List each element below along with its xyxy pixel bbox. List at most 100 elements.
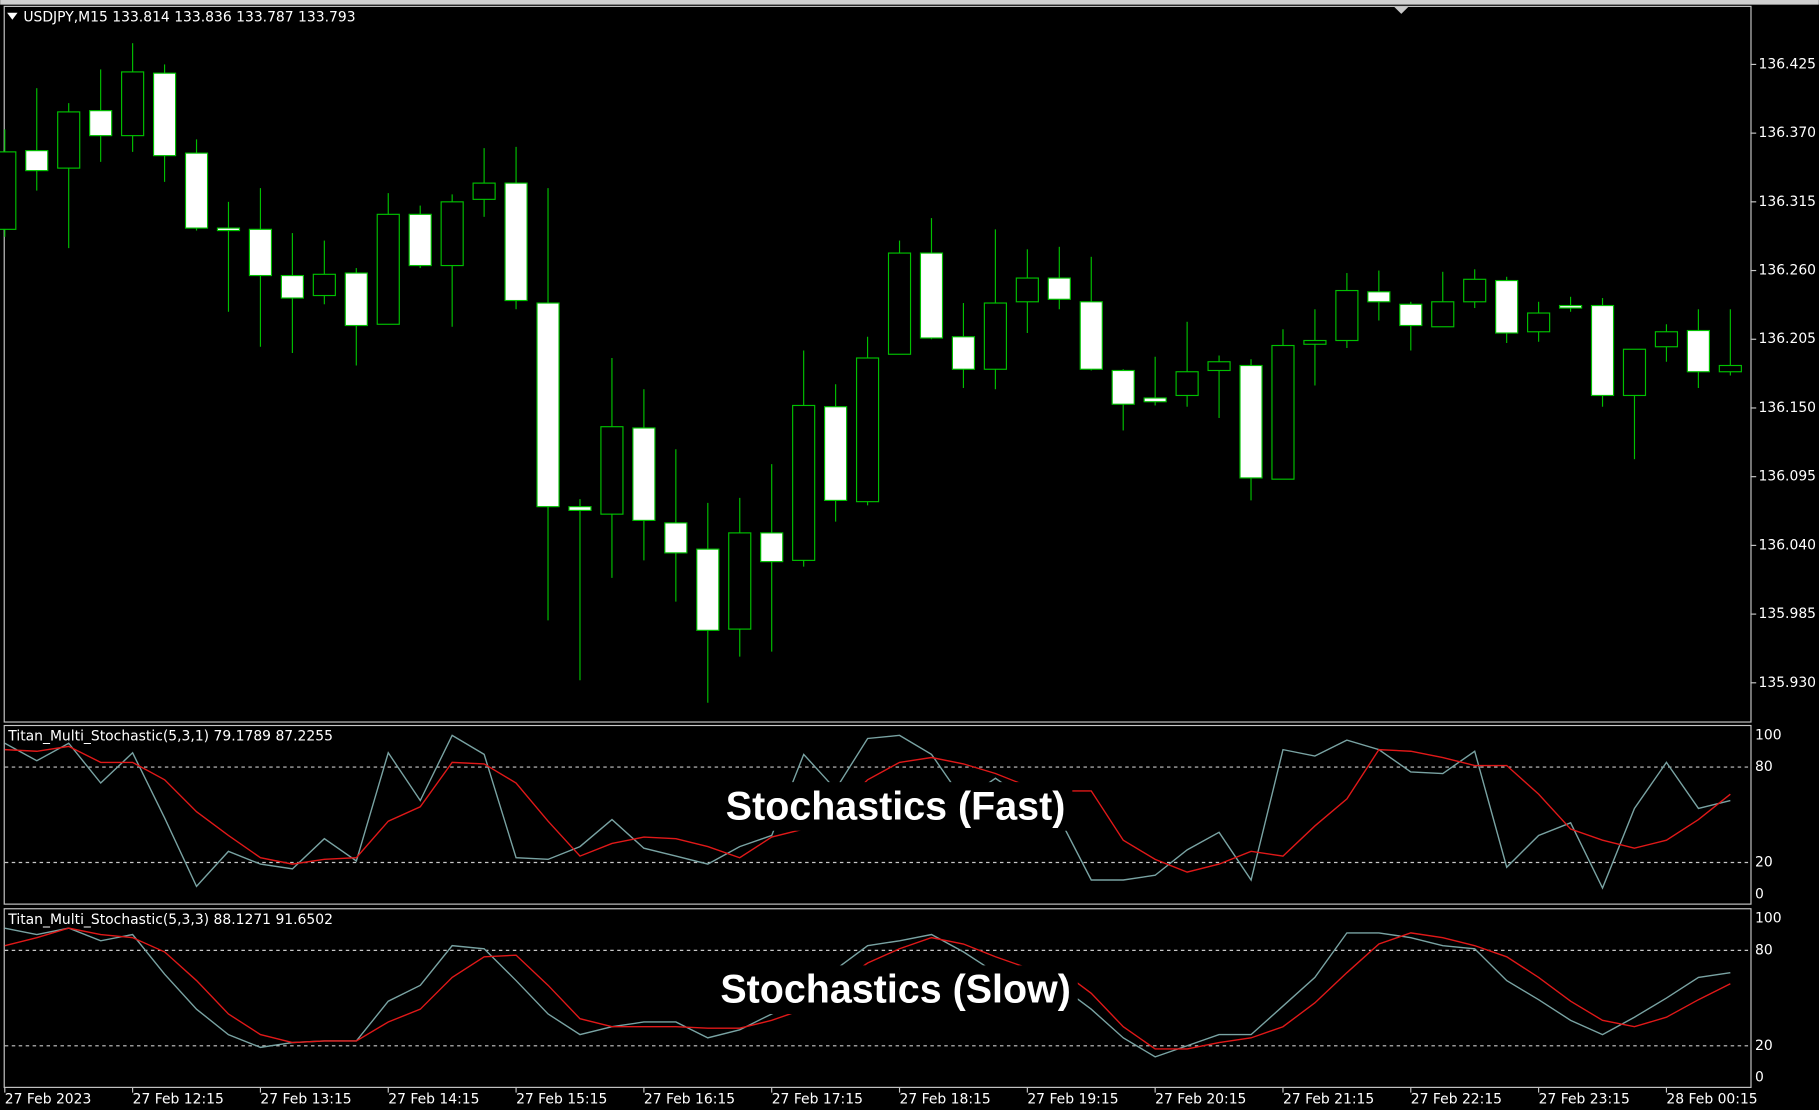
candle-body: [1015, 277, 1039, 303]
y-tick-label: 0: [1755, 886, 1764, 902]
candle-body: [855, 357, 880, 503]
y-tick-label: 20: [1755, 855, 1773, 871]
y-tick-label: 100: [1755, 911, 1782, 927]
candle-body: [728, 532, 752, 630]
candle-body: [504, 182, 528, 302]
slow-panel-frame: [3, 908, 1752, 1088]
candle-body: [1335, 289, 1359, 342]
x-tick-label: 27 Feb 16:15: [644, 1092, 735, 1108]
candle-body: [184, 152, 209, 229]
annotation: Stochastics (Fast): [726, 784, 1066, 828]
y-tick-label: 80: [1755, 759, 1773, 775]
stochastic-line: [4, 745, 1731, 873]
candle-body: [1367, 291, 1391, 303]
candle-body: [696, 548, 720, 631]
y-tick-label: 80: [1755, 942, 1773, 958]
candle-body: [951, 336, 976, 370]
candle-body: [536, 302, 560, 508]
x-tick-label: 27 Feb 15:15: [516, 1092, 607, 1108]
candle-body: [248, 228, 273, 277]
stochastic-line: [4, 734, 1731, 890]
x-tick-label: 27 Feb 12:15: [133, 1092, 224, 1108]
candle-body: [121, 71, 145, 137]
candle-body: [664, 522, 688, 554]
y-tick-label: 136.205: [1759, 331, 1817, 347]
candle-body: [1175, 371, 1199, 397]
indicator-title: Titan_Multi_Stochastic(5,3,3) 88.1271 91…: [7, 912, 333, 928]
candle-body: [376, 213, 400, 325]
annotation: Stochastics (Slow): [720, 968, 1071, 1012]
candle-body: [152, 72, 177, 157]
menu-arrow[interactable]: [7, 12, 18, 20]
annotation-background: [713, 965, 1078, 1015]
candle-body: [1303, 339, 1327, 345]
stochastic-line: [4, 927, 1731, 1050]
candle-body: [1718, 364, 1742, 373]
candle-body: [1686, 329, 1710, 373]
candle-body: [792, 404, 816, 561]
y-tick-label: 136.040: [1759, 537, 1817, 553]
candle-body: [440, 201, 464, 267]
candle-body: [408, 213, 432, 267]
candle-body: [1654, 331, 1679, 348]
candle-body: [25, 150, 49, 172]
x-tick-label: 27 Feb 14:15: [388, 1092, 479, 1108]
y-tick-label: 136.150: [1759, 400, 1817, 416]
y-tick-label: 0: [1755, 1070, 1764, 1086]
x-tick-label: 27 Feb 23:15: [1539, 1092, 1630, 1108]
candle-body: [824, 406, 848, 501]
fast-panel-frame: [3, 724, 1752, 905]
x-tick-label: 27 Feb 13:15: [260, 1092, 351, 1108]
candle-body: [1111, 369, 1135, 405]
candle-body: [632, 427, 656, 521]
y-tick-label: 136.260: [1759, 263, 1817, 279]
candle-body: [89, 110, 113, 137]
candle-body: [1207, 361, 1231, 372]
candle-body: [1622, 348, 1647, 397]
candle-body: [568, 506, 592, 511]
candle-body: [280, 274, 304, 299]
y-tick-label: 135.985: [1759, 606, 1817, 622]
x-tick-label: 27 Feb 20:15: [1155, 1092, 1246, 1108]
candle-body: [1143, 397, 1167, 403]
x-tick-label: 27 Feb 21:15: [1283, 1092, 1374, 1108]
candle-body: [1431, 301, 1455, 328]
candle-body: [1590, 304, 1615, 397]
candle-body: [57, 111, 81, 169]
y-tick-label: 136.425: [1759, 56, 1817, 72]
y-tick-label: 100: [1755, 727, 1782, 743]
candle-body: [1271, 344, 1295, 480]
shift-marker: [1394, 6, 1409, 14]
x-tick-label: 27 Feb 19:15: [1027, 1092, 1118, 1108]
candle-body: [1527, 312, 1551, 333]
candle-body: [760, 532, 784, 563]
x-tick-label: 27 Feb 17:15: [772, 1092, 863, 1108]
y-tick-label: 136.315: [1759, 194, 1817, 210]
annotation-background: [718, 782, 1073, 831]
candle-body: [472, 182, 496, 200]
candle-body: [344, 272, 368, 327]
candle-body: [1558, 304, 1583, 309]
indicator-title: Titan_Multi_Stochastic(5,3,1) 79.1789 87…: [7, 729, 333, 745]
candle-body: [1079, 301, 1103, 370]
candle-body: [312, 273, 336, 297]
y-tick-label: 135.930: [1759, 675, 1817, 691]
chart-title: USDJPY,M15 133.814 133.836 133.787 133.7…: [23, 9, 355, 25]
y-tick-label: 136.095: [1759, 469, 1817, 485]
candle-body: [0, 151, 17, 230]
x-tick-label: 28 Feb 00:15: [1666, 1092, 1757, 1108]
main-panel-frame: [3, 5, 1752, 723]
candle-body: [216, 227, 241, 232]
candle-body: [1239, 364, 1263, 479]
x-tick-label: 27 Feb 18:15: [900, 1092, 991, 1108]
candle-body: [1463, 278, 1487, 303]
y-tick-label: 136.370: [1759, 125, 1817, 141]
candle-body: [1399, 303, 1423, 327]
candle-body: [1047, 277, 1071, 300]
x-tick-label: 27 Feb 2023: [5, 1092, 92, 1108]
top-strip: [0, 0, 1819, 5]
candle-body: [919, 252, 944, 339]
candle-body: [983, 302, 1007, 370]
